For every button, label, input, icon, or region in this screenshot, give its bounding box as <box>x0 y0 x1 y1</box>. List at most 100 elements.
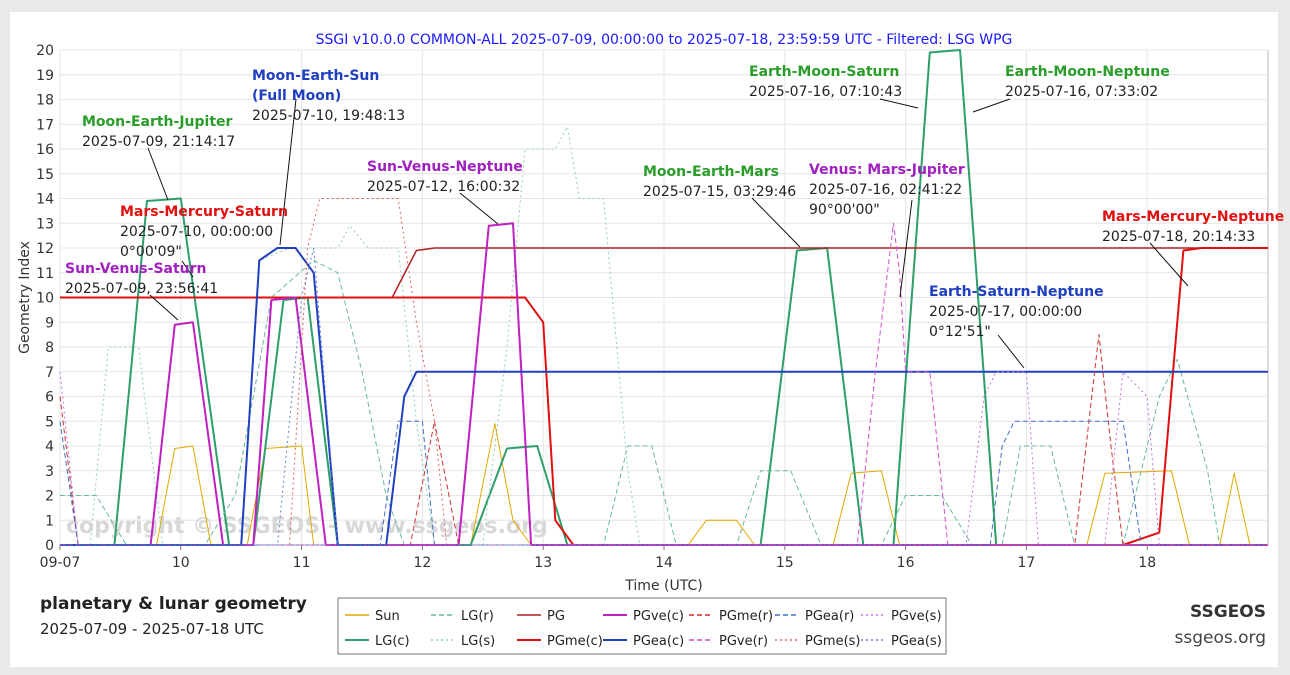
series-line-lg-r- <box>60 259 1268 546</box>
annotation-text: 90°00'00" <box>809 202 880 218</box>
annotation-leader <box>149 294 179 321</box>
annotation-title: Moon-Earth-Jupiter <box>82 114 233 130</box>
annotation-text: 2025-07-16, 02:41:22 <box>809 182 962 198</box>
annotation-leader <box>279 98 297 246</box>
series-line-pgve-r- <box>60 222 1268 546</box>
y-tick-label: 5 <box>45 414 54 430</box>
annotation-title: Earth-Moon-Saturn <box>749 64 899 80</box>
legend-label: LG(s) <box>461 634 495 649</box>
x-tick-label: 15 <box>776 555 794 571</box>
y-tick-label: 10 <box>36 291 54 307</box>
annotation-title-2: (Full Moon) <box>252 88 341 104</box>
x-tick-label: 10 <box>172 555 190 571</box>
annotation-leader <box>147 147 169 201</box>
footer-dates: 2025-07-09 - 2025-07-18 UTC <box>40 620 264 638</box>
y-tick-label: 16 <box>36 142 54 158</box>
y-tick-label: 4 <box>45 439 54 455</box>
legend-label: PGea(c) <box>633 634 684 649</box>
legend-label: PGme(c) <box>547 634 603 649</box>
x-tick-label: 11 <box>293 555 311 571</box>
footer-brand: SSGEOS <box>1190 602 1266 622</box>
annotation-text: 2025-07-15, 03:29:46 <box>643 184 796 200</box>
annotation-text: 2025-07-09, 21:14:17 <box>82 134 235 150</box>
y-tick-label: 1 <box>45 513 54 529</box>
x-tick-label: 18 <box>1138 555 1156 571</box>
legend-label: PGea(s) <box>891 634 942 649</box>
legend-label: PGve(s) <box>891 609 942 624</box>
y-tick-label: 18 <box>36 93 54 109</box>
y-tick-label: 20 <box>36 43 54 59</box>
series-line-pgea-c- <box>60 247 1268 546</box>
x-tick-label: 17 <box>1017 555 1035 571</box>
footer-left: planetary & lunar geometry 2025-07-09 - … <box>40 594 307 638</box>
x-tick-label: 14 <box>655 555 673 571</box>
footer-right: SSGEOS ssgeos.org <box>1174 602 1266 648</box>
legend-label: LG(r) <box>461 609 494 624</box>
annotation-text: 2025-07-18, 20:14:33 <box>1102 229 1255 245</box>
annotation-title: Earth-Saturn-Neptune <box>929 284 1104 300</box>
series-line-pgea-s- <box>60 247 1268 546</box>
annotation-title: Mars-Mercury-Saturn <box>120 204 288 220</box>
annotation-title: Sun-Venus-Saturn <box>65 261 207 277</box>
y-tick-label: 15 <box>36 167 54 183</box>
annotation-text: 2025-07-16, 07:33:02 <box>1005 84 1158 100</box>
legend-label: PGve(c) <box>633 609 684 624</box>
annotation-leader <box>1149 242 1189 287</box>
series-line-pgme-s- <box>60 198 1268 546</box>
annotation-text: 2025-07-16, 07:10:43 <box>749 84 902 100</box>
annotation-title: Moon-Earth-Sun <box>252 68 379 84</box>
annotation-title: Earth-Moon-Neptune <box>1005 64 1170 80</box>
annotation-leader <box>997 334 1025 369</box>
y-tick-label: 9 <box>45 315 54 331</box>
footer-site: ssgeos.org <box>1174 628 1266 648</box>
x-tick-label: 16 <box>897 555 915 571</box>
legend-label: PGve(r) <box>719 634 768 649</box>
y-axis-label: Geometry Index <box>17 241 33 354</box>
y-tick-label: 13 <box>36 216 54 232</box>
annotation-text: 2025-07-12, 16:00:32 <box>367 179 520 195</box>
y-tick-label: 11 <box>36 266 54 282</box>
y-tick-label: 19 <box>36 68 54 84</box>
legend-box <box>337 597 947 655</box>
annotation-text: 2025-07-09, 23:56:41 <box>65 281 218 297</box>
y-tick-label: 17 <box>36 117 54 133</box>
legend-label: PG <box>547 609 565 624</box>
footer-title: planetary & lunar geometry <box>40 594 307 614</box>
annotation-leader <box>972 98 1011 113</box>
y-tick-label: 2 <box>45 489 54 505</box>
legend-label: PGme(r) <box>719 609 773 624</box>
legend-label: LG(c) <box>375 634 410 649</box>
series-line-lg-s- <box>60 126 1268 546</box>
series-line-pgve-s- <box>59 371 1268 546</box>
y-tick-label: 7 <box>45 365 54 381</box>
annotation-leader <box>751 197 801 248</box>
y-tick-label: 3 <box>45 464 54 480</box>
annotation-text: 2025-07-17, 00:00:00 <box>929 304 1082 320</box>
annotation-text: 2025-07-10, 00:00:00 <box>120 224 273 240</box>
annotation-title: Moon-Earth-Mars <box>643 164 779 180</box>
legend-label: PGea(r) <box>805 609 854 624</box>
y-tick-label: 14 <box>36 192 54 208</box>
series-line-lg-c- <box>60 49 1268 546</box>
chart-title: SSGI v10.0.0 COMMON-ALL 2025-07-09, 00:0… <box>316 32 1013 48</box>
legend-label: PGme(s) <box>805 634 861 649</box>
x-tick-label: 09-07 <box>40 555 81 571</box>
annotation-title: Venus: Mars-Jupiter <box>809 162 965 178</box>
y-tick-label: 8 <box>45 340 54 356</box>
watermark: copyright © SSGEOS - www.ssgeos.org <box>66 514 548 539</box>
legend-label: Sun <box>375 609 400 624</box>
annotation-title: Mars-Mercury-Neptune <box>1102 209 1284 225</box>
annotation-leader <box>459 192 499 225</box>
annotation-title: Sun-Venus-Neptune <box>367 159 523 175</box>
annotation-text: 0°12'51" <box>929 324 991 340</box>
x-tick-label: 13 <box>534 555 552 571</box>
annotation-leader <box>879 98 919 109</box>
series-line-pgve-c- <box>60 222 1268 546</box>
annotation-text: 2025-07-10, 19:48:13 <box>252 108 405 124</box>
x-axis-label: Time (UTC) <box>624 578 702 594</box>
y-tick-label: 12 <box>36 241 54 257</box>
y-tick-label: 6 <box>45 390 54 406</box>
annotation-leader <box>181 260 194 278</box>
x-tick-label: 12 <box>413 555 431 571</box>
